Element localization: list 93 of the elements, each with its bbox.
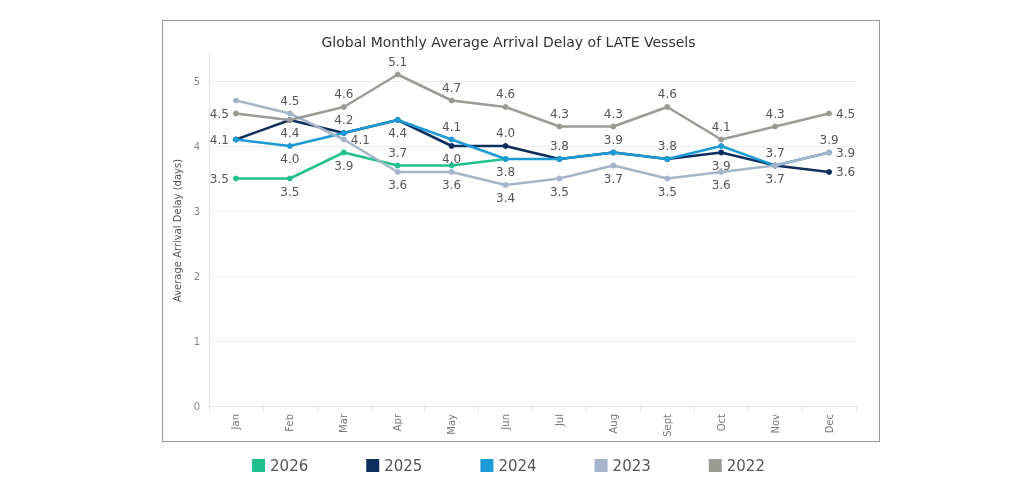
x-tick-label: Jul — [553, 414, 565, 428]
x-tick-label: Dec — [823, 414, 835, 434]
data-label: 4.3 — [603, 106, 623, 121]
data-label: 4.4 — [388, 126, 408, 140]
data-label: 3.5 — [280, 184, 300, 199]
data-label: 4.6 — [657, 87, 677, 101]
data-label: 4.1 — [442, 119, 462, 134]
data-label: 4.0 — [442, 152, 462, 166]
data-label: 3.6 — [442, 178, 462, 192]
point — [340, 104, 347, 110]
x-tick-label: Jun — [500, 414, 512, 431]
x-tick-label: Aug — [607, 414, 619, 434]
data-label: 3.7 — [603, 171, 623, 186]
data-label: 4.1 — [350, 132, 370, 147]
x-tick-label: Mar — [338, 413, 350, 433]
data-label: 3.6 — [388, 178, 408, 192]
point — [232, 110, 239, 117]
point — [556, 175, 563, 182]
y-tick-label: 5 — [193, 75, 200, 87]
data-label: 3.6 — [836, 165, 856, 179]
data-label: 4.0 — [495, 126, 516, 140]
data-label: 3.7 — [765, 171, 785, 186]
data-label: 4.1 — [209, 132, 229, 147]
legend-label: 2024 — [498, 456, 537, 475]
point — [826, 110, 833, 117]
legend-label: 2022 — [726, 456, 765, 475]
x-tick-label: Oct — [715, 413, 727, 432]
point — [664, 104, 671, 110]
data-label: 3.9 — [836, 145, 856, 160]
data-label: 3.7 — [765, 145, 785, 160]
point — [502, 182, 509, 188]
point — [340, 149, 347, 156]
point — [448, 143, 455, 149]
y-tick-label: 4 — [193, 140, 200, 152]
chart-title: Global Monthly Average Arrival Delay of LATE Vessels — [321, 34, 696, 50]
data-label: 4.0 — [280, 152, 300, 166]
x-tick-label: Nov — [769, 413, 781, 434]
x-tick-label: Jan — [230, 414, 242, 431]
data-label: 4.7 — [442, 80, 462, 95]
point — [718, 136, 725, 143]
y-axis-title: Average Arrival Delay (days) — [172, 158, 184, 303]
data-label: 3.6 — [711, 178, 731, 192]
legend-label: 2026 — [270, 456, 309, 475]
data-label: 3.9 — [819, 132, 839, 147]
data-label: 3.9 — [603, 132, 623, 147]
point — [502, 104, 509, 110]
point — [394, 169, 401, 175]
point — [448, 136, 455, 143]
y-tick-label: 0 — [193, 400, 200, 412]
data-label: 4.6 — [334, 87, 354, 101]
legend-label: 2023 — [612, 456, 651, 475]
data-label: 3.9 — [711, 158, 731, 173]
point — [286, 143, 293, 149]
point — [772, 123, 779, 130]
point — [718, 143, 725, 149]
data-label: 3.9 — [334, 158, 354, 173]
point — [826, 169, 833, 175]
x-tick-label: Apr — [392, 413, 404, 432]
data-label: 3.8 — [495, 165, 516, 179]
data-label: 4.5 — [209, 106, 229, 121]
point — [232, 97, 239, 104]
point — [286, 110, 293, 117]
point — [718, 149, 725, 156]
point — [340, 136, 347, 143]
data-label: 4.3 — [549, 106, 570, 121]
data-label: 4.5 — [836, 106, 856, 121]
point — [448, 97, 455, 104]
point — [502, 143, 509, 149]
data-label: 3.8 — [549, 139, 570, 153]
data-label: 4.5 — [280, 93, 300, 108]
data-label: 4.1 — [711, 119, 731, 134]
data-label: 4.2 — [334, 113, 354, 127]
legend-label: 2025 — [384, 456, 423, 475]
data-label: 3.5 — [657, 184, 677, 199]
point — [556, 123, 563, 130]
data-label: 3.8 — [657, 139, 677, 153]
y-tick-label: 2 — [193, 270, 200, 282]
data-label: 4.4 — [280, 126, 300, 140]
point — [232, 175, 239, 182]
y-tick-label: 3 — [193, 205, 200, 217]
point — [448, 169, 455, 175]
data-label: 3.4 — [495, 191, 516, 205]
data-label: 3.5 — [209, 171, 229, 186]
y-tick-label: 1 — [193, 335, 200, 347]
x-tick-label: Sept — [661, 413, 673, 437]
x-tick-label: Feb — [284, 414, 296, 432]
data-label: 3.5 — [549, 184, 570, 199]
point — [286, 175, 293, 182]
data-label: 4.6 — [495, 87, 516, 101]
x-tick-label: May — [446, 413, 458, 435]
data-label: 3.7 — [388, 145, 408, 160]
data-label: 4.3 — [765, 106, 785, 121]
data-label: 5.1 — [388, 54, 408, 69]
